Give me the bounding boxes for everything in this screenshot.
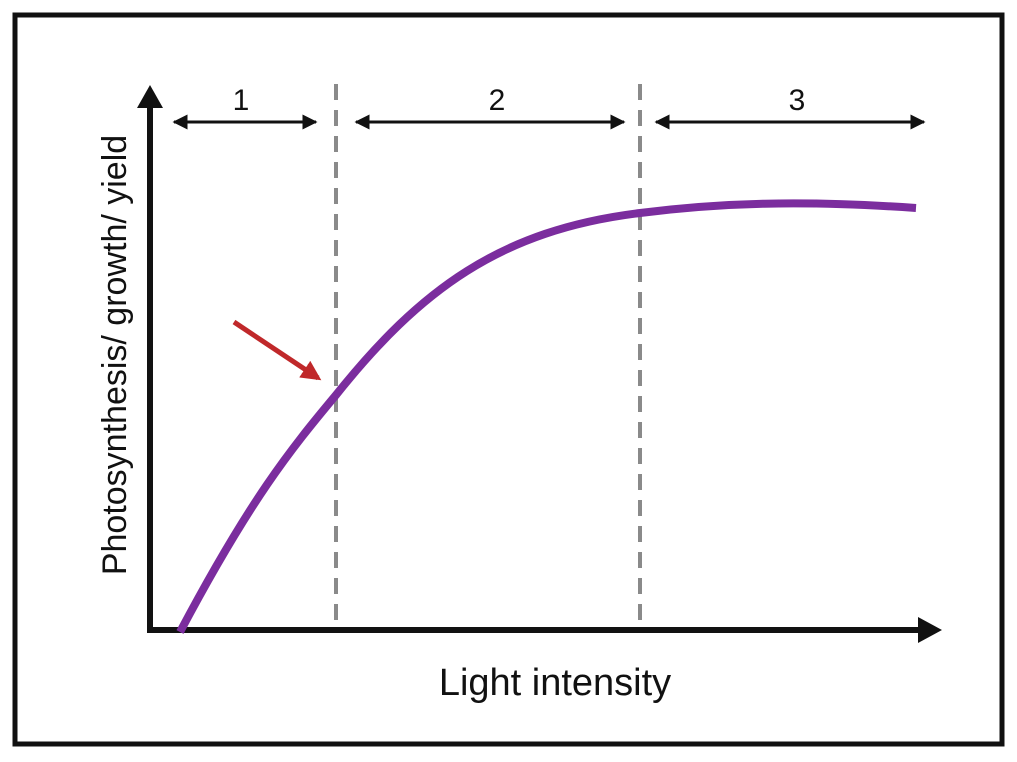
pointer-arrow (232, 319, 322, 381)
x-axis-label: Light intensity (439, 662, 671, 704)
response-curve (176, 199, 917, 634)
y-axis-label: Photosynthesis/ growth/ yield (96, 135, 134, 575)
region-label: 3 (789, 84, 806, 117)
region-label: 2 (489, 84, 506, 117)
region-label: 1 (233, 84, 250, 117)
x-axis-arrow (918, 617, 942, 643)
y-axis-arrow (137, 85, 163, 108)
frame (12, 12, 1005, 747)
